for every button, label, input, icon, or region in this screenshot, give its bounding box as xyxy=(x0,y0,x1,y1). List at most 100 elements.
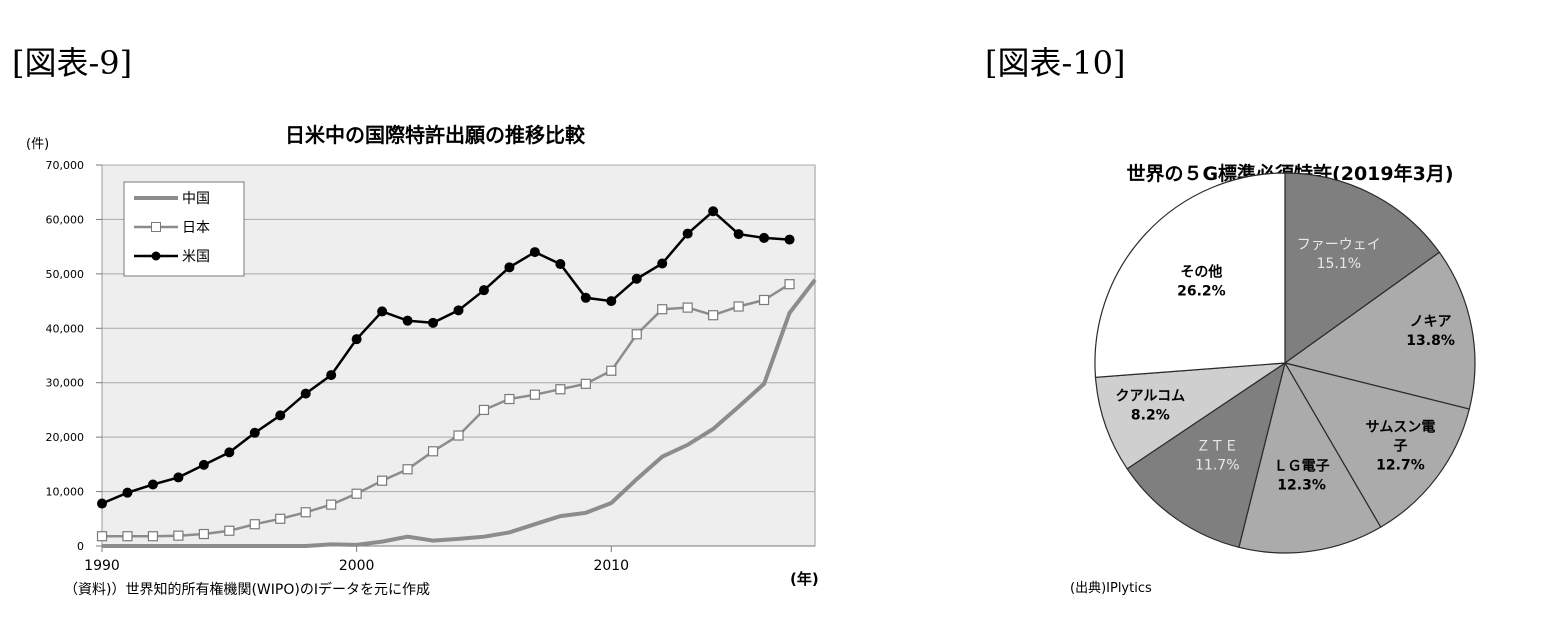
legend-label: 中国 xyxy=(182,191,210,207)
pie-slice xyxy=(1283,251,1476,410)
data-point xyxy=(708,206,719,217)
slice-value-label: 11.7% xyxy=(1195,457,1239,473)
data-point xyxy=(122,531,133,542)
y-tick-label: 0 xyxy=(77,540,84,553)
data-point xyxy=(377,475,388,486)
data-point xyxy=(682,302,693,313)
y-tick-label: 30,000 xyxy=(46,377,85,390)
line-chart-source: （資料)）世界知的所有権機関(WIPO)のIデータを元に作成 xyxy=(64,581,430,598)
slice-name-label: ＬＧ電子 xyxy=(1274,458,1330,475)
data-point xyxy=(631,273,642,284)
x-tick-label: 2010 xyxy=(593,558,629,574)
data-point xyxy=(784,279,795,290)
data-point xyxy=(402,464,413,475)
legend-marker xyxy=(151,251,161,261)
slice-name-label: ＺＴＥ xyxy=(1196,438,1238,454)
slice-value-label: 8.2% xyxy=(1131,408,1170,424)
data-point xyxy=(478,285,489,296)
data-point xyxy=(758,294,770,306)
data-point xyxy=(224,447,235,458)
series-line-1 xyxy=(102,283,791,538)
data-point xyxy=(657,258,668,269)
data-point xyxy=(759,232,770,243)
data-point xyxy=(198,459,209,470)
data-point xyxy=(682,228,693,239)
data-point xyxy=(275,513,286,524)
data-point xyxy=(147,479,158,490)
data-point xyxy=(351,334,362,345)
y-tick-label: 40,000 xyxy=(46,322,85,335)
data-point xyxy=(402,315,413,326)
pie-slice xyxy=(1238,361,1382,554)
y-tick-label: 70,000 xyxy=(46,159,85,172)
y-tick-label: 10,000 xyxy=(46,486,85,499)
data-point xyxy=(173,472,184,483)
slice-value-label: 15.1% xyxy=(1317,256,1361,272)
data-point xyxy=(708,310,719,321)
data-point xyxy=(555,259,566,270)
slice-value-label: 12.3% xyxy=(1277,478,1326,494)
data-point xyxy=(453,305,464,316)
pie-slice xyxy=(1094,172,1286,378)
data-point xyxy=(733,229,744,240)
slice-name-label: その他 xyxy=(1180,263,1222,280)
data-point xyxy=(96,531,108,542)
line-chart-ylabel: (件) xyxy=(26,137,49,152)
data-point xyxy=(555,384,566,395)
data-point xyxy=(300,388,311,399)
data-point xyxy=(275,410,286,421)
data-point xyxy=(529,247,540,258)
data-point xyxy=(326,370,337,381)
data-point xyxy=(606,365,617,376)
legend-label: 米国 xyxy=(182,249,210,265)
data-point xyxy=(249,427,260,438)
y-tick-label: 60,000 xyxy=(46,213,85,226)
data-point xyxy=(173,530,184,541)
data-point xyxy=(580,378,591,389)
y-tick-label: 50,000 xyxy=(46,268,85,281)
slice-name-label: 子 xyxy=(1393,439,1407,455)
data-point xyxy=(631,329,642,340)
data-point xyxy=(326,499,337,510)
data-point xyxy=(606,296,617,307)
data-point xyxy=(198,528,209,540)
data-point xyxy=(147,531,159,542)
data-point xyxy=(529,389,540,400)
slice-value-label: 12.7% xyxy=(1376,458,1425,474)
line-chart-xlabel: (年) xyxy=(790,570,819,588)
data-point xyxy=(427,446,439,457)
slice-name-label: ファーウェイ xyxy=(1297,237,1381,253)
data-point xyxy=(224,525,235,536)
pie-chart-source: (出典)IPlytics xyxy=(1070,581,1152,596)
legend-marker xyxy=(151,222,161,232)
series-line-0 xyxy=(102,278,817,548)
slice-name-label: クアルコム xyxy=(1116,389,1186,405)
figure-10-label: [図表-10] xyxy=(985,44,1126,82)
series-line-2 xyxy=(101,209,790,505)
data-point xyxy=(300,507,311,518)
data-point xyxy=(453,430,464,441)
slice-value-label: 13.8% xyxy=(1406,333,1455,349)
slice-value-label: 26.2% xyxy=(1177,283,1226,299)
data-point xyxy=(351,488,362,499)
line-chart-title: 日米中の国際特許出願の推移比較 xyxy=(285,123,586,147)
data-point xyxy=(504,393,515,405)
pie-slice xyxy=(1283,362,1471,528)
x-tick-label: 1990 xyxy=(84,558,120,574)
data-point xyxy=(657,304,668,315)
data-point xyxy=(478,404,490,416)
data-point xyxy=(122,487,133,498)
data-point xyxy=(249,519,260,530)
x-tick-label: 2000 xyxy=(339,558,375,574)
data-point xyxy=(504,262,515,273)
y-tick-label: 20,000 xyxy=(46,431,85,444)
data-point xyxy=(377,306,388,317)
data-point xyxy=(733,301,744,312)
data-point xyxy=(428,317,439,328)
figure-9-label: [図表-9] xyxy=(12,44,133,82)
line-chart: 日米中の国際特許出願の推移比較 (件) (年) （資料)）世界知的所有権機関(W… xyxy=(26,123,819,598)
pie-slice xyxy=(1126,361,1286,549)
legend-label: 日本 xyxy=(182,220,210,236)
data-point xyxy=(580,292,591,303)
